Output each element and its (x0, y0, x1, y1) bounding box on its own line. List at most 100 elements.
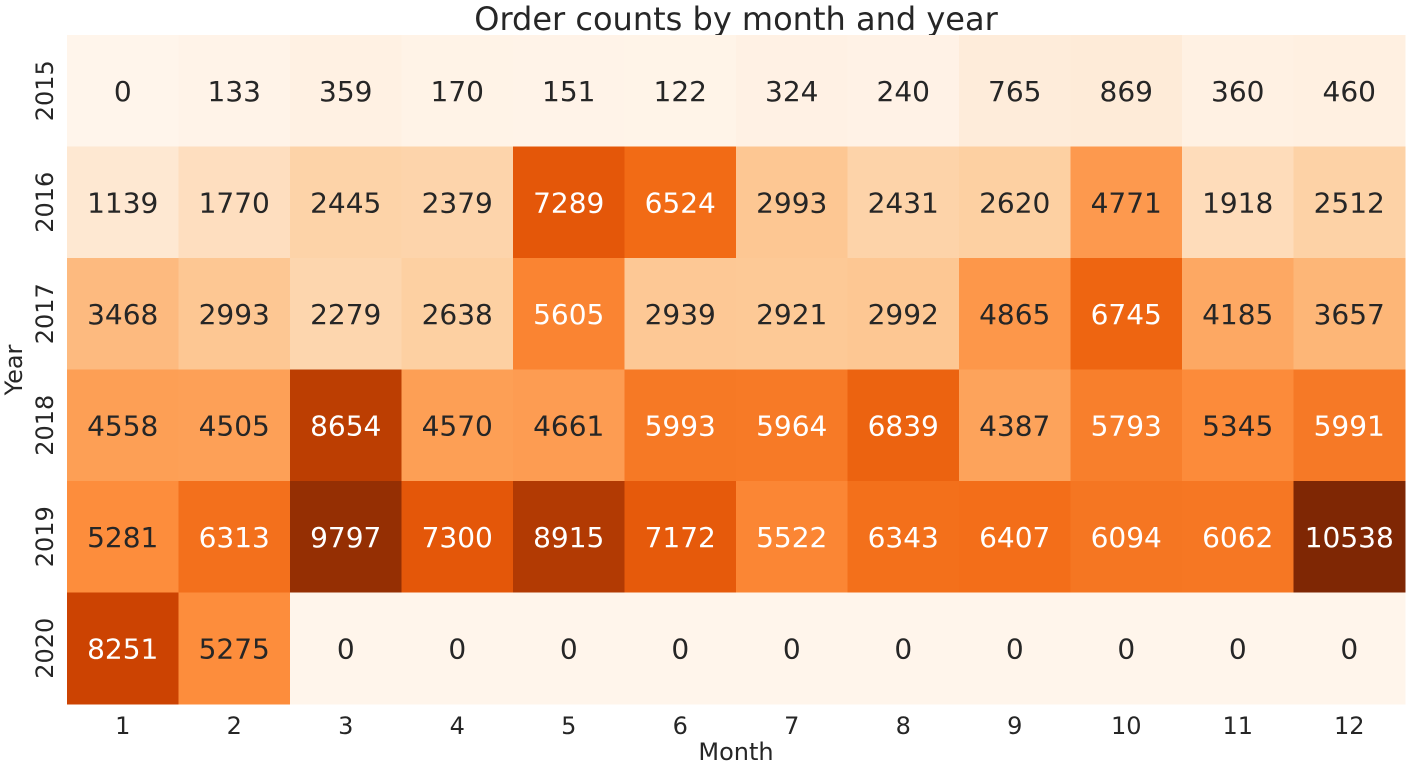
cell-value-label: 8251 (87, 632, 158, 665)
cell-value-label: 4387 (979, 409, 1050, 442)
heatmap-cell (401, 35, 514, 147)
heatmap-cell (1182, 258, 1294, 370)
x-tick-labels: 1 2 3 4 5 6 7 8 9 10 11 12 (115, 712, 1364, 740)
cell-value-label: 4661 (533, 409, 604, 442)
heatmap-cell (736, 146, 848, 259)
y-tick-label: 2015 (31, 60, 59, 121)
cell-value-label: 7300 (422, 521, 493, 554)
cell-value-label: 0 (783, 632, 801, 665)
heatmap-cell (1182, 592, 1294, 705)
heatmap-cell (290, 258, 402, 370)
heatmap-cell (1070, 258, 1183, 370)
cell-value-label: 359 (319, 75, 372, 108)
cell-value-label: 3468 (87, 298, 158, 331)
heatmap-cell (513, 369, 625, 482)
cell-value-label: 6313 (199, 521, 270, 554)
chart-title: Order counts by month and year (474, 0, 998, 38)
cell-value-label: 2512 (1314, 186, 1385, 219)
cell-value-label: 7289 (533, 186, 604, 219)
heatmap-cell (624, 369, 737, 482)
y-tick-label: 2016 (31, 172, 59, 233)
heatmap-cell (67, 35, 179, 147)
heatmap-cell (401, 592, 514, 705)
heatmap-cell (959, 146, 1071, 259)
cell-value-label: 2638 (422, 298, 493, 331)
cell-value-label: 324 (765, 75, 818, 108)
x-axis-label: Month (698, 738, 773, 766)
cell-value-label: 2993 (199, 298, 270, 331)
cell-value-label: 460 (1323, 75, 1376, 108)
heatmap-cell (959, 592, 1071, 705)
cell-value-label: 6524 (645, 186, 716, 219)
cell-value-label: 2992 (868, 298, 939, 331)
heatmap-cell (178, 35, 291, 147)
x-tick-label: 2 (227, 712, 242, 740)
x-tick-label: 1 (115, 712, 130, 740)
cell-value-label: 6839 (868, 409, 939, 442)
heatmap-cell (847, 481, 960, 593)
cell-value-label: 170 (431, 75, 484, 108)
cell-value-label: 5605 (533, 298, 604, 331)
heatmap-cell (513, 35, 625, 147)
x-tick-label: 11 (1222, 712, 1253, 740)
cell-value-label: 0 (114, 75, 132, 108)
x-tick-label: 3 (338, 712, 353, 740)
cell-value-label: 4505 (199, 409, 270, 442)
heatmap-cell (1293, 481, 1406, 593)
cell-value-label: 5993 (645, 409, 716, 442)
x-tick-label: 7 (784, 712, 799, 740)
cell-value-label: 869 (1100, 75, 1153, 108)
cell-value-label: 4570 (422, 409, 493, 442)
cell-value-label: 4771 (1091, 186, 1162, 219)
heatmap-cell (624, 146, 737, 259)
heatmap-cell (401, 146, 514, 259)
heatmap-cell (847, 592, 960, 705)
heatmap-cell (624, 35, 737, 147)
cell-value-label: 122 (654, 75, 707, 108)
cell-value-label: 8654 (310, 409, 381, 442)
y-tick-label: 2019 (31, 506, 59, 567)
x-tick-label: 5 (561, 712, 576, 740)
heatmap-cell (401, 258, 514, 370)
heatmap-cell (67, 592, 179, 705)
heatmap-cell (290, 146, 402, 259)
cell-value-label: 0 (337, 632, 355, 665)
cell-value-label: 2921 (756, 298, 827, 331)
heatmap-cell (847, 35, 960, 147)
heatmap-cell (1070, 481, 1183, 593)
heatmap-cell (736, 369, 848, 482)
heatmap-cell (178, 258, 291, 370)
cell-value-label: 360 (1211, 75, 1264, 108)
y-tick-labels: 2015 2016 2017 2018 2019 2020 (31, 60, 59, 679)
heatmap-cell (290, 35, 402, 147)
heatmap-cell (513, 146, 625, 259)
heatmap-cell (1182, 146, 1294, 259)
heatmap-cell (847, 146, 960, 259)
y-tick-label: 2020 (31, 618, 59, 679)
x-tick-label: 9 (1007, 712, 1022, 740)
cell-value-label: 151 (542, 75, 595, 108)
heatmap-cell (1070, 146, 1183, 259)
cell-value-label: 0 (1340, 632, 1358, 665)
cell-value-label: 5281 (87, 521, 158, 554)
y-tick-label: 2017 (31, 283, 59, 344)
cell-value-label: 2939 (645, 298, 716, 331)
cell-value-label: 9797 (310, 521, 381, 554)
heatmap-cell (513, 258, 625, 370)
cell-value-label: 3657 (1314, 298, 1385, 331)
cell-value-label: 0 (894, 632, 912, 665)
x-tick-label: 12 (1334, 712, 1365, 740)
heatmap-cell (178, 369, 291, 482)
cell-value-label: 0 (448, 632, 466, 665)
x-tick-label: 10 (1111, 712, 1142, 740)
heatmap-cell (513, 592, 625, 705)
cell-value-label: 7172 (645, 521, 716, 554)
cell-value-label: 2620 (979, 186, 1050, 219)
cell-value-label: 6745 (1091, 298, 1162, 331)
heatmap-cell (736, 35, 848, 147)
cell-value-label: 4185 (1202, 298, 1273, 331)
heatmap-cell (178, 146, 291, 259)
heatmap-cell (959, 258, 1071, 370)
cell-value-label: 0 (671, 632, 689, 665)
heatmap-cell (67, 481, 179, 593)
